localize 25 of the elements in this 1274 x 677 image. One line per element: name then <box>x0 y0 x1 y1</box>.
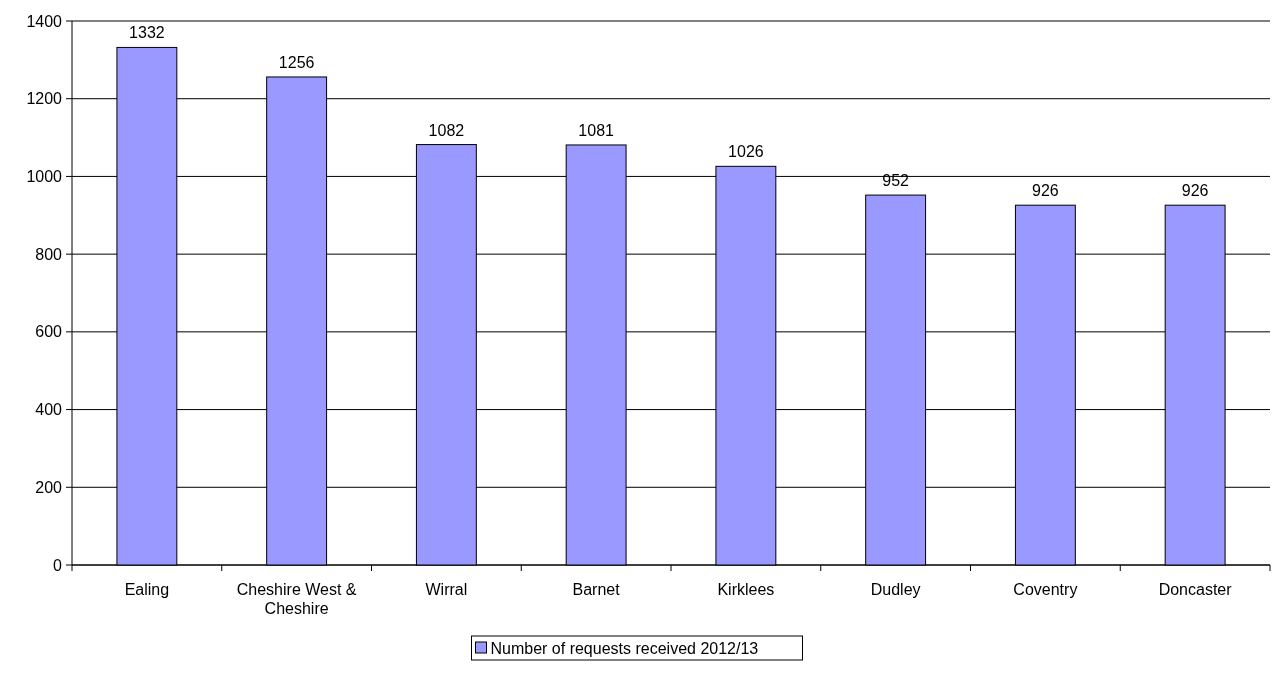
data-label: 1082 <box>428 121 465 139</box>
x-tick-label: Dudley <box>870 581 921 598</box>
data-label: 1256 <box>278 53 315 71</box>
y-tick-label: 0 <box>53 556 63 574</box>
data-label: 1026 <box>728 143 764 161</box>
y-tick-label: 200 <box>35 478 63 496</box>
data-label: 1332 <box>129 24 165 42</box>
x-tick-label: Barnet <box>572 581 621 598</box>
y-tick-label: 1000 <box>26 168 63 186</box>
y-tick-label: 1200 <box>26 90 63 108</box>
data-label: 926 <box>1032 182 1059 200</box>
x-tick-label: Ealing <box>124 581 170 598</box>
y-tick-label: 600 <box>35 323 63 341</box>
x-tick-label: Kirklees <box>717 581 775 598</box>
x-tick-label: Coventry <box>1013 581 1078 598</box>
y-tick-label: 1400 <box>26 12 63 30</box>
y-tick-label: 400 <box>35 401 63 419</box>
data-label: 1081 <box>578 121 615 139</box>
x-tick-label: Wirral <box>425 581 468 598</box>
data-label: 926 <box>1181 182 1209 200</box>
x-tick-label: Doncaster <box>1158 581 1233 598</box>
y-tick-label: 800 <box>35 245 63 263</box>
legend-label: Number of requests received 2012/13 <box>490 639 759 657</box>
data-label: 952 <box>882 172 910 190</box>
x-tick-label: Cheshire West & Cheshire <box>236 581 357 617</box>
